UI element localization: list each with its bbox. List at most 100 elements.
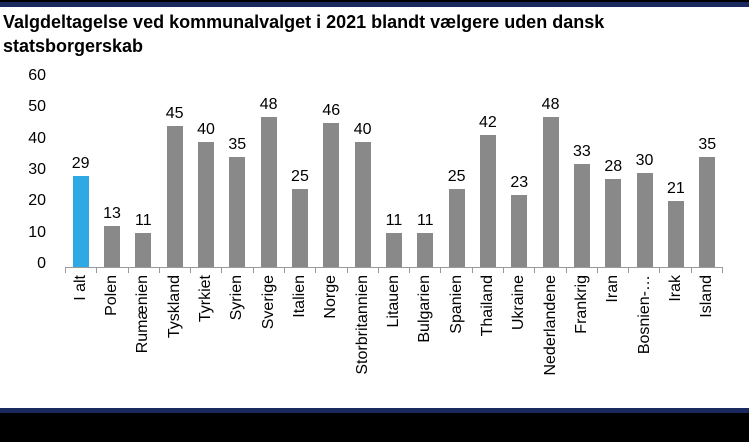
bar-slot: 33 <box>566 79 597 267</box>
bar-value-label: 40 <box>353 120 372 138</box>
bar-slot: 48 <box>535 79 566 267</box>
x-label-slot: Nederlandene <box>535 275 566 407</box>
chart-title: Valgdeltagelse ved kommunalvalget i 2021… <box>3 12 605 56</box>
bar <box>448 188 465 267</box>
bar <box>260 116 277 267</box>
bar <box>354 141 371 267</box>
top-border-black <box>0 0 749 2</box>
y-axis-label: 40 <box>28 129 46 147</box>
x-axis-label: Irak <box>666 275 684 302</box>
bar <box>699 157 716 267</box>
top-border-navy <box>0 2 749 7</box>
tick-mark <box>221 268 252 273</box>
tick-mark <box>346 268 378 273</box>
bar <box>479 135 496 267</box>
x-axis-label: Spanien <box>447 275 465 334</box>
bar-slot: 35 <box>692 79 723 267</box>
x-axis-label: Syrien <box>228 275 246 321</box>
x-label-slot: Litauen <box>378 275 409 407</box>
bar <box>573 163 590 267</box>
tick-mark <box>190 268 221 273</box>
bar <box>197 141 214 267</box>
bottom-border-navy <box>0 408 749 413</box>
x-axis-label: Island <box>698 275 716 318</box>
bar <box>542 116 559 267</box>
bar-value-label: 13 <box>103 205 121 223</box>
x-axis-label: Storbritannien <box>353 275 371 375</box>
tick-mark <box>283 268 315 273</box>
tick-mark <box>409 268 440 273</box>
x-axis-label: Tyskland <box>165 275 183 339</box>
bar-slot: 40 <box>190 79 221 267</box>
bar-slot: 42 <box>472 79 503 267</box>
tick-mark <box>96 268 127 273</box>
tick-mark <box>628 268 659 273</box>
x-axis-label: Italien <box>290 275 308 318</box>
x-label-slot: Bulgarien <box>410 275 441 407</box>
bar-value-label: 46 <box>322 101 341 119</box>
tick-mark <box>252 268 284 273</box>
bar-value-label: 11 <box>385 211 403 229</box>
x-axis-label: Norge <box>322 275 340 319</box>
bar-value-label: 42 <box>479 114 497 132</box>
bar-slot: 11 <box>128 79 159 267</box>
tick-mark <box>659 268 690 273</box>
x-axis-label: Polen <box>102 275 120 316</box>
bar-slot: 45 <box>159 79 190 267</box>
x-label-slot: Polen <box>96 275 127 407</box>
bar-value-label: 23 <box>510 173 529 191</box>
x-label-slot: Sverige <box>253 275 284 407</box>
x-axis-label: Bosnien-… <box>635 275 653 355</box>
bar-slot: 11 <box>378 79 409 267</box>
x-axis-label: Litauen <box>384 275 402 328</box>
bar-slot: 23 <box>504 79 535 267</box>
tick-mark <box>315 268 346 273</box>
bar-slot: 48 <box>253 79 284 267</box>
y-axis-label: 60 <box>28 67 46 84</box>
x-label-slot: I alt <box>65 275 96 407</box>
y-axis: 60 50 40 30 20 10 0 <box>0 67 56 272</box>
bar-value-label: 30 <box>635 152 654 169</box>
bar-slot: 13 <box>96 79 127 267</box>
x-label-slot: Norge <box>316 275 347 407</box>
bar-value-label: 48 <box>259 95 278 113</box>
bar-slot: 25 <box>441 79 472 267</box>
bar-value-label: 35 <box>698 136 717 154</box>
bar <box>636 173 653 267</box>
x-label-slot: Rumænien <box>128 275 159 407</box>
bar <box>323 122 340 267</box>
bar-slot: 46 <box>316 79 347 267</box>
tick-mark <box>440 268 471 273</box>
bar <box>72 176 89 267</box>
x-label-slot: Ukraine <box>504 275 535 407</box>
bar <box>291 188 308 267</box>
bar-value-label: 35 <box>228 136 247 154</box>
bar <box>166 126 183 267</box>
bar-slot: 25 <box>284 79 315 267</box>
tick-mark <box>65 268 96 273</box>
tick-mark <box>534 268 565 273</box>
tick-mark <box>471 268 503 273</box>
bar-slot: 28 <box>598 79 629 267</box>
x-label-slot: Irak <box>660 275 691 407</box>
x-label-slot: Bosnien-… <box>629 275 660 407</box>
bar <box>511 194 528 267</box>
x-label-slot: Iran <box>598 275 629 407</box>
bar-value-label: 21 <box>666 180 685 198</box>
bar-value-label: 45 <box>165 105 184 122</box>
x-label-slot: Tyrkiet <box>190 275 221 407</box>
x-label-slot: Frankrig <box>566 275 597 407</box>
x-axis-labels: I alt Polen Rumænien Tyskland Tyrkiet Syrien S… <box>65 275 723 407</box>
x-label-slot: Tyskland <box>159 275 190 407</box>
bar-value-label: 28 <box>604 158 623 176</box>
bar <box>103 226 120 267</box>
bar-slot: 35 <box>222 79 253 267</box>
tick-mark <box>377 268 409 273</box>
bar-value-label: 48 <box>541 95 560 113</box>
bar-value-label: 33 <box>573 142 591 160</box>
bar-value-label: 40 <box>197 120 215 138</box>
x-axis-label: Frankrig <box>572 275 590 334</box>
bar-slot: 21 <box>660 79 691 267</box>
bar-value-label: 11 <box>416 211 434 229</box>
